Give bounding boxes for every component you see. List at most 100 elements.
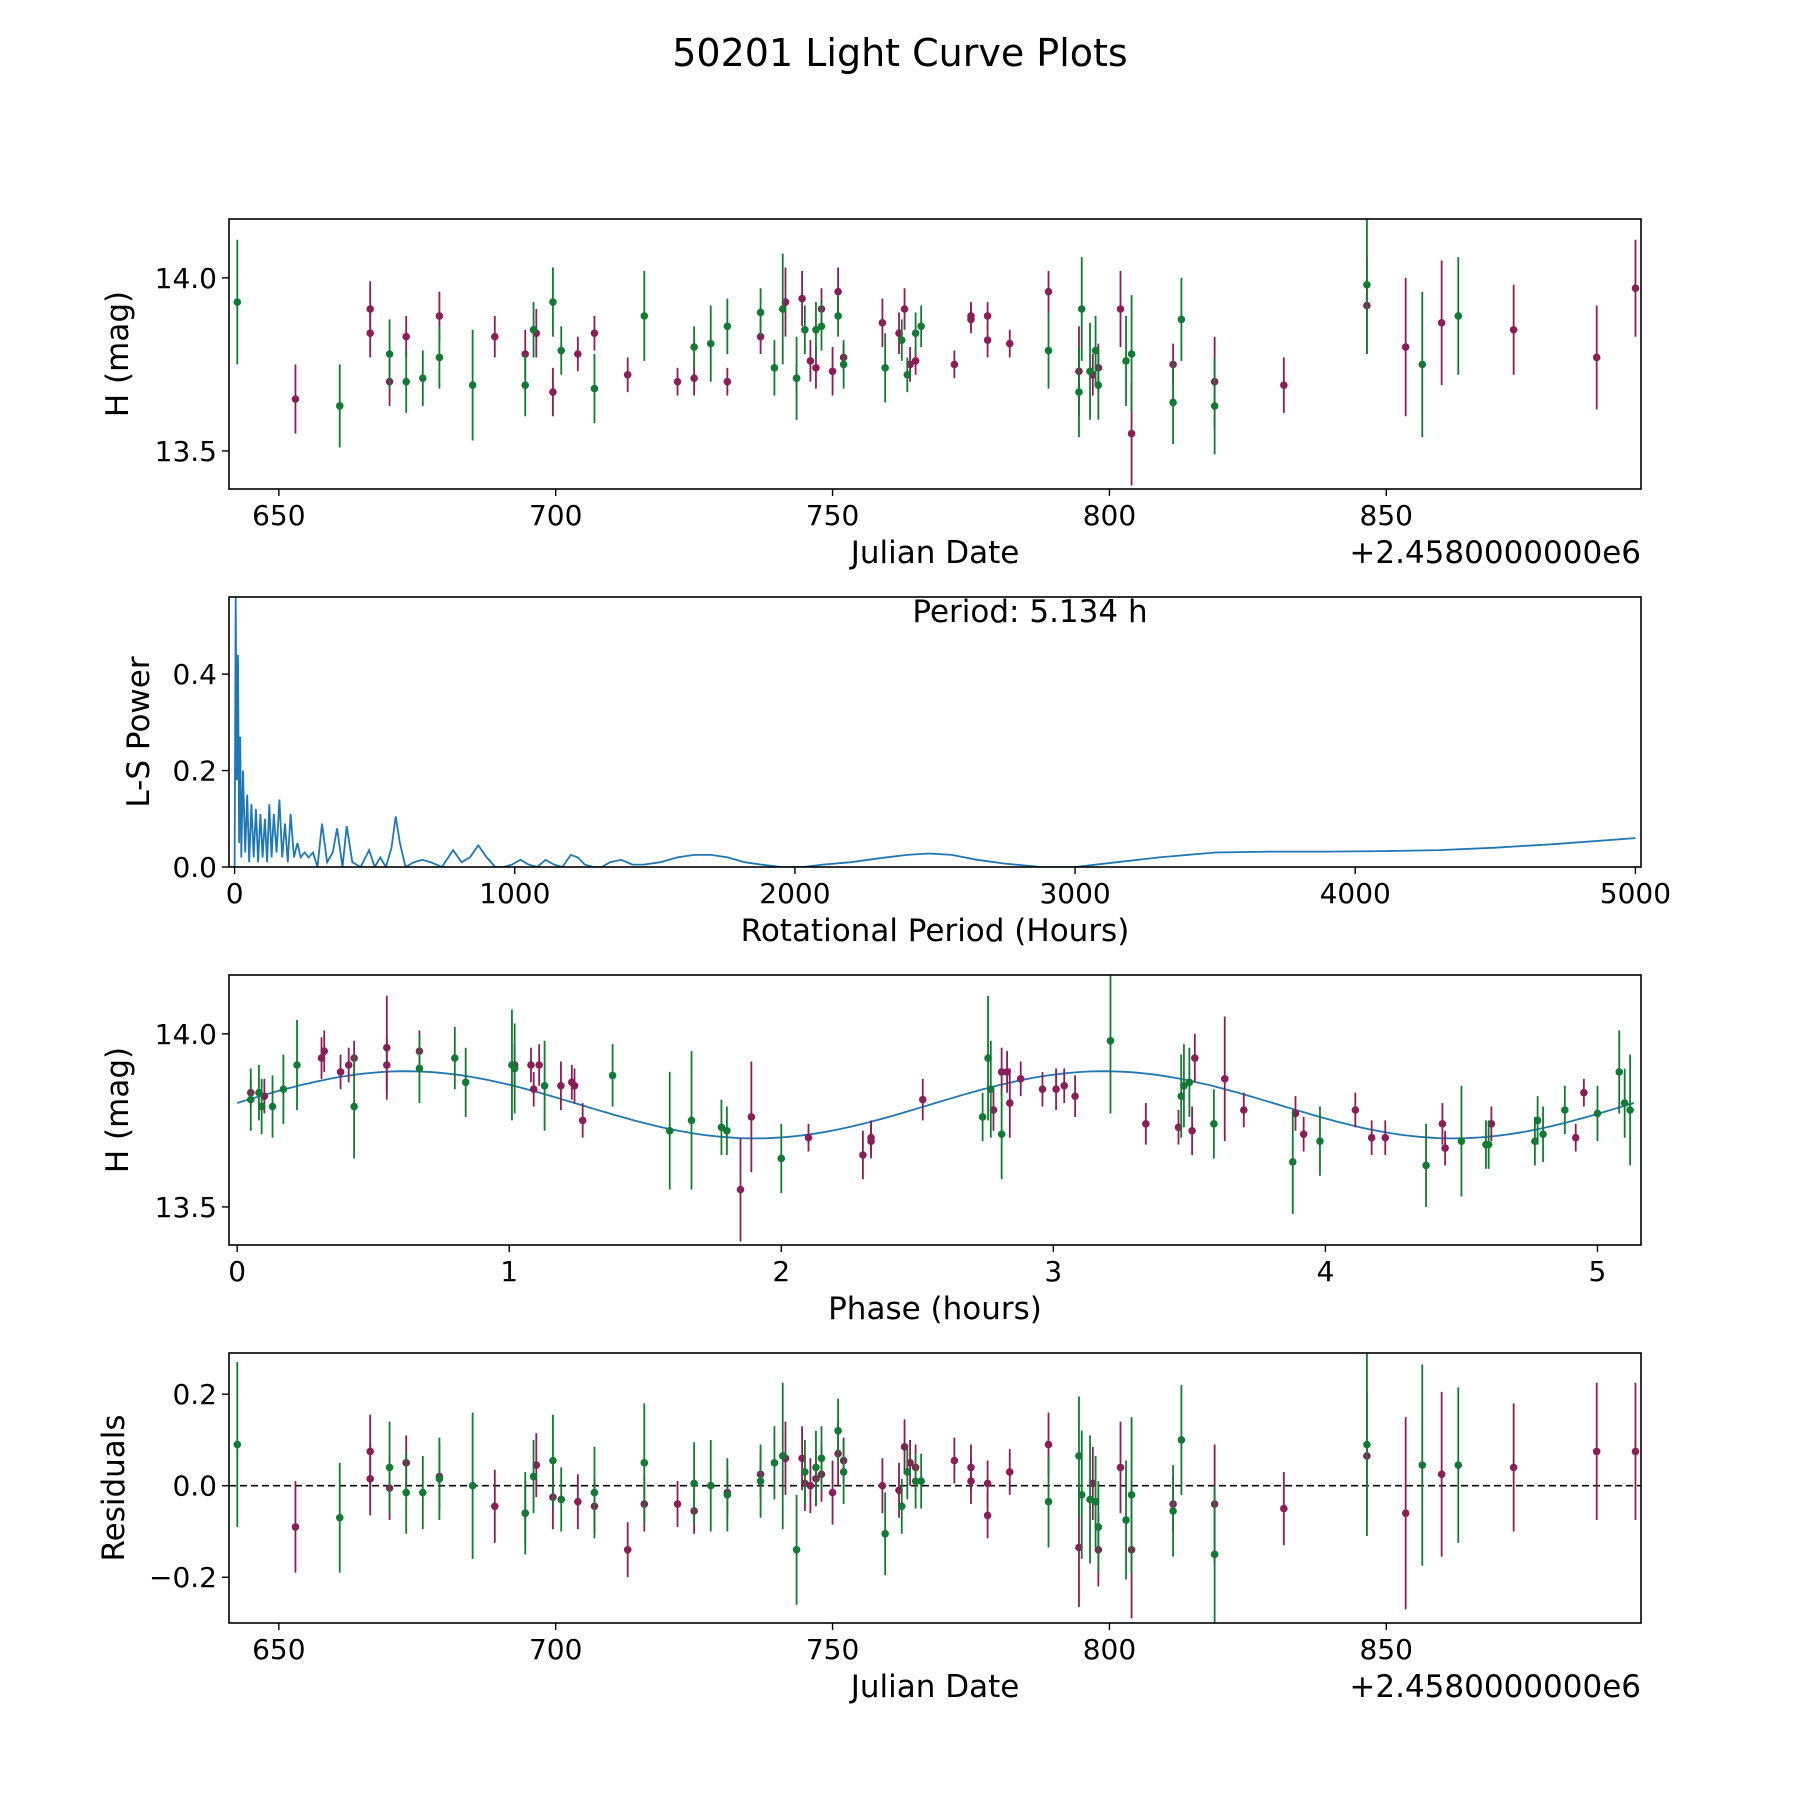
data-point xyxy=(1441,1144,1449,1152)
data-point xyxy=(1418,1461,1427,1469)
data-point xyxy=(1127,350,1136,358)
data-point xyxy=(770,1459,779,1467)
data-point xyxy=(1280,381,1288,389)
data-point xyxy=(950,360,959,369)
data-point xyxy=(801,325,809,334)
data-point xyxy=(756,308,765,317)
data-point xyxy=(817,1454,826,1463)
data-point xyxy=(1210,1120,1218,1128)
data-point xyxy=(1351,1106,1360,1114)
residuals-offset-text: +2.4580000000e6 xyxy=(1349,1669,1641,1705)
data-point xyxy=(804,1133,813,1142)
periodogram-xtick-label: 1000 xyxy=(479,877,550,910)
data-point xyxy=(521,381,530,389)
data-point xyxy=(557,346,566,355)
data-point xyxy=(291,395,300,403)
phase-plot-area xyxy=(236,975,1635,1242)
data-point xyxy=(1418,360,1427,369)
data-point xyxy=(366,1475,375,1483)
data-point xyxy=(917,1477,925,1485)
data-point xyxy=(415,1064,424,1073)
data-point xyxy=(608,1071,617,1080)
phase-xtick-label: 2 xyxy=(772,1255,790,1288)
data-point xyxy=(1116,305,1125,313)
data-point xyxy=(1122,357,1130,365)
data-point xyxy=(1188,1126,1196,1135)
residuals-xtick-label: 750 xyxy=(806,1633,859,1666)
lightcurve-xtick-label: 750 xyxy=(806,499,859,532)
period-annotation: Period: 5.134 h xyxy=(912,594,1147,630)
data-point xyxy=(435,312,444,320)
data-point xyxy=(917,322,925,331)
data-point xyxy=(382,1043,391,1052)
data-point xyxy=(490,332,499,341)
data-point xyxy=(859,1151,867,1159)
residuals-panel: 650 700 750 800 850 −0.2 0.0 0.2 Julian Date +2… xyxy=(96,1352,1642,1705)
data-point xyxy=(1592,353,1601,362)
data-point xyxy=(402,377,410,386)
data-point xyxy=(911,1477,920,1485)
data-point xyxy=(1533,1116,1542,1125)
data-point xyxy=(706,339,715,348)
residuals-xtick-label: 800 xyxy=(1083,1633,1136,1666)
data-point xyxy=(1437,319,1446,327)
data-point xyxy=(233,298,242,306)
lightcurve-plot-area xyxy=(233,219,1640,486)
data-point xyxy=(1185,1078,1194,1087)
residuals-ylabel: Residuals xyxy=(96,1414,132,1561)
data-point xyxy=(435,353,444,362)
data-point xyxy=(986,1085,995,1094)
data-point xyxy=(839,360,848,369)
data-point xyxy=(1122,1516,1130,1524)
data-point xyxy=(1127,429,1136,438)
data-point xyxy=(812,1463,820,1472)
data-point xyxy=(1631,1447,1640,1456)
data-point xyxy=(366,329,375,338)
data-point xyxy=(900,305,909,313)
data-point xyxy=(878,319,887,327)
data-point xyxy=(1299,1130,1308,1139)
phase-ytick-label: 14.0 xyxy=(155,1018,217,1051)
data-point xyxy=(419,374,427,383)
periodogram-ytick-label: 0.2 xyxy=(172,755,217,788)
data-point xyxy=(1580,1088,1588,1097)
data-point xyxy=(1077,305,1086,313)
data-point xyxy=(1316,1137,1324,1145)
data-point xyxy=(268,1102,277,1111)
data-point xyxy=(1091,1497,1100,1506)
data-point xyxy=(1006,1099,1014,1107)
data-point xyxy=(690,343,698,351)
data-point xyxy=(806,1481,815,1490)
data-point xyxy=(1086,367,1094,376)
data-point xyxy=(336,1068,345,1076)
data-point xyxy=(911,357,920,365)
data-point xyxy=(1626,1106,1634,1114)
data-point xyxy=(834,1426,842,1435)
data-point xyxy=(1363,1440,1371,1449)
phase-xtick-label: 5 xyxy=(1589,1255,1607,1288)
phase-xlabel: Phase (hours) xyxy=(828,1291,1042,1327)
data-point xyxy=(903,370,912,379)
data-point xyxy=(1484,1140,1493,1149)
data-point xyxy=(570,1081,579,1090)
lightcurve-xlabel: Julian Date xyxy=(849,535,1020,571)
data-point xyxy=(640,1459,649,1467)
data-point xyxy=(1044,1440,1053,1449)
data-point xyxy=(1437,1470,1446,1479)
phase-xtick-label: 1 xyxy=(500,1255,518,1288)
periodogram-xtick-label: 3000 xyxy=(1039,877,1110,910)
residuals-xlabel: Julian Date xyxy=(849,1669,1020,1705)
lightcurve-xtick-label: 650 xyxy=(252,499,305,532)
data-point xyxy=(233,1440,242,1449)
data-point xyxy=(1005,1468,1014,1476)
phase-ylabel: H (mag) xyxy=(100,1047,136,1173)
data-point xyxy=(897,1502,906,1511)
data-point xyxy=(1631,284,1640,293)
data-point xyxy=(246,1095,255,1104)
data-point xyxy=(817,322,826,331)
data-point xyxy=(291,1523,300,1531)
data-point xyxy=(549,388,557,396)
periodogram-xlabel: Rotational Period (Hours) xyxy=(741,913,1130,949)
data-point xyxy=(706,1481,715,1490)
